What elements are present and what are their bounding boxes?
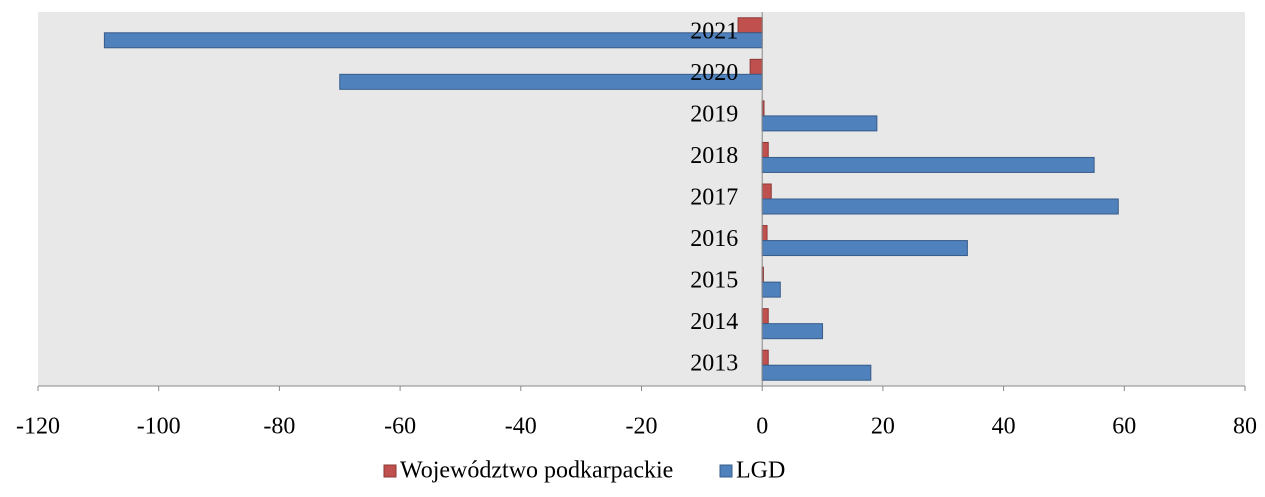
bar [761, 198, 1119, 215]
x-tick-label: 80 [1233, 414, 1257, 440]
bar [761, 225, 768, 242]
bar [761, 364, 872, 381]
y-tick-label: 2015 [690, 268, 738, 294]
bar [103, 32, 763, 49]
x-tick-label: -100 [137, 414, 181, 440]
x-tick-label: 0 [756, 414, 768, 440]
y-tick-label: 2017 [690, 185, 738, 211]
bar [761, 156, 1095, 173]
bar [761, 115, 878, 132]
bar [761, 240, 968, 257]
x-tick-label: -60 [384, 414, 416, 440]
bar [761, 183, 772, 200]
x-tick-label: 60 [1112, 414, 1136, 440]
x-tick-label: -120 [16, 414, 60, 440]
x-tick-label: -40 [505, 414, 537, 440]
y-tick-label: 2013 [690, 351, 738, 377]
y-tick-label: 2018 [690, 143, 738, 169]
bar [749, 58, 763, 75]
legend-label: LGD [736, 458, 785, 484]
bar [737, 17, 763, 34]
x-tick-label: -20 [626, 414, 658, 440]
bar [761, 141, 769, 158]
y-tick-label: 2021 [690, 18, 738, 44]
legend-swatch [719, 464, 733, 478]
legend: Województwo podkarpackie LGD [383, 458, 785, 484]
bar [761, 349, 769, 366]
y-tick-label: 2016 [690, 226, 738, 252]
legend-label: Województwo podkarpackie [400, 458, 673, 484]
x-tick-label: 20 [871, 414, 895, 440]
x-tick-label: 40 [992, 414, 1016, 440]
y-tick-label: 2020 [690, 60, 738, 86]
bar [761, 281, 781, 298]
bar [761, 308, 769, 325]
x-tick-label: -80 [263, 414, 295, 440]
legend-swatch [383, 464, 397, 478]
y-tick-label: 2014 [690, 309, 738, 335]
y-tick-label: 2019 [690, 101, 738, 127]
bar [761, 323, 824, 340]
